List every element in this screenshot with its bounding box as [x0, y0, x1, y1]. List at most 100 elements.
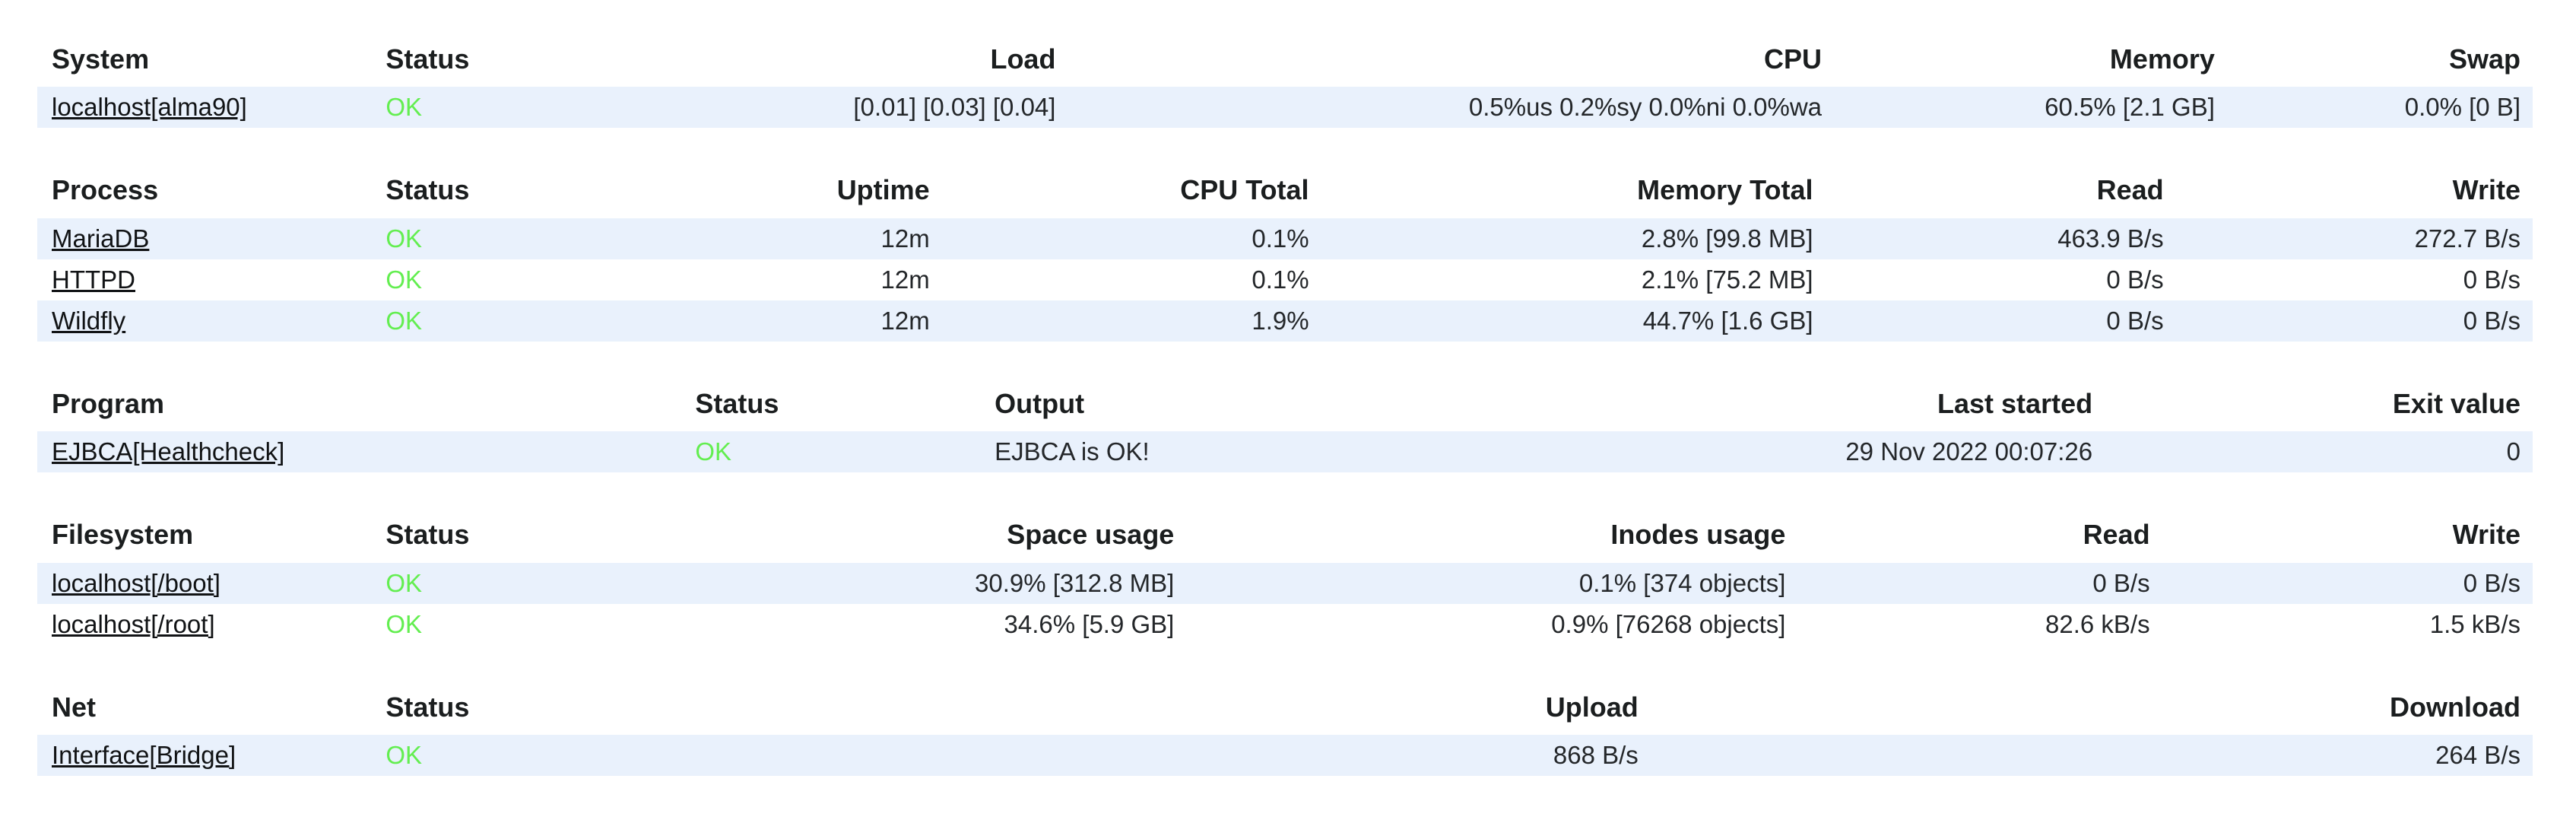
service-link-mariadb[interactable]: MariaDB — [52, 224, 150, 253]
cell-upload: 868 B/s — [1553, 740, 1639, 769]
cell-memory: 60.5% [2.1 GB] — [2045, 93, 2215, 122]
service-link-interface-bridge[interactable]: Interface[Bridge] — [52, 740, 236, 769]
process-column-header-cpu-total: CPU Total — [1180, 174, 1309, 206]
process-column-header-status: Status — [385, 174, 470, 206]
program-column-header-status: Status — [695, 387, 779, 419]
cell-status: OK — [376, 735, 586, 776]
filesystem-column-header-read: Read — [2083, 519, 2150, 551]
process-column-header-uptime: Uptime — [836, 174, 930, 206]
cell-swap: 0.0% [0 B] — [2404, 93, 2520, 122]
cell-memory-total: 2.1% [75.2 MB] — [1641, 265, 1813, 294]
system-column-header-system: System — [52, 43, 150, 75]
cell-write: 0 B/s — [2463, 306, 2520, 335]
net-column-header-net: Net — [52, 691, 97, 723]
cell-space-usage: 34.6% [5.9 GB] — [1004, 609, 1175, 638]
status-text: OK — [385, 93, 423, 122]
filesystem-column-header-inodes-usage: Inodes usage — [1610, 519, 1786, 551]
cell-status: OK — [376, 604, 586, 645]
process-column-header-write: Write — [2452, 174, 2520, 206]
program-column-header-last-started: Last started — [1937, 387, 2093, 419]
cell-exit-value: 0 — [2506, 437, 2520, 466]
cell-system: localhost[alma90] — [37, 87, 376, 128]
cell-process: MariaDB — [37, 218, 376, 259]
system-column-header-memory: Memory — [2109, 43, 2215, 75]
cell-write: 1.5 kB/s — [2429, 609, 2520, 638]
net-header-row: Net Status Upload Download — [37, 658, 2533, 735]
filesystem-header-row: Filesystem Status Space usage Inodes usage R… — [37, 485, 2533, 562]
filesystem-column-header-space-usage: Space usage — [1007, 519, 1175, 551]
program-table: Program Status Output Last started Exit valu… — [37, 354, 2533, 473]
monitoring-dashboard: System Status Load CPU Memory Swap localhost[a… — [37, 10, 2533, 776]
cell-memory-total: 44.7% [1.6 GB] — [1642, 306, 1813, 335]
system-table: System Status Load CPU Memory Swap localhost[a… — [37, 10, 2533, 129]
cell-cpu-total: 0.1% — [1252, 265, 1309, 294]
system-row-localhost-alma90: localhost[alma90] OK [0.01] [0.03] [0.04] 0… — [37, 87, 2533, 129]
cell-inodes-usage: 0.9% [76268 objects] — [1551, 609, 1786, 638]
cell-last-started: 29 Nov 2022 00:07:26 — [1845, 437, 2093, 466]
system-header-row: System Status Load CPU Memory Swap — [37, 10, 2533, 87]
process-header-row: Process Status Uptime CPU Total Memory Total… — [37, 141, 2533, 218]
process-row-wildfly: Wildfly OK 12m 1.9% 44.7% [1.6 GB] 0 B/s 0 B/s — [37, 300, 2533, 342]
filesystem-column-header-write: Write — [2452, 519, 2520, 551]
filesystem-column-header-filesystem: Filesystem — [52, 519, 194, 551]
net-column-header-download: Download — [2390, 691, 2520, 723]
status-text: OK — [385, 609, 423, 638]
filesystem-row-localhost-root: localhost[/root] OK 34.6% [5.9 GB] 0.9% [76… — [37, 603, 2533, 645]
status-text: OK — [385, 568, 423, 597]
cell-status: OK — [376, 87, 586, 128]
cell-inodes-usage: 0.1% [374 objects] — [1578, 568, 1786, 597]
system-column-header-cpu: CPU — [1764, 43, 1823, 75]
net-column-header-status: Status — [385, 691, 470, 723]
cell-write: 0 B/s — [2463, 265, 2520, 294]
filesystem-column-header-status: Status — [385, 519, 470, 551]
system-column-header-swap: Swap — [2448, 43, 2520, 75]
cell-uptime: 12m — [880, 306, 930, 335]
cell-load: [0.01] [0.03] [0.04] — [853, 93, 1056, 122]
cell-write: 0 B/s — [2463, 568, 2520, 597]
cell-cpu-total: 0.1% — [1252, 224, 1309, 253]
process-column-header-memory-total: Memory Total — [1637, 174, 1813, 206]
cell-output: EJBCA is OK! — [995, 437, 1150, 466]
cell-filesystem: localhost[/boot] — [37, 563, 376, 604]
service-link-localhost-alma90[interactable]: localhost[alma90] — [52, 93, 247, 122]
net-row-interface-bridge: Interface[Bridge] OK 868 B/s 264 B/s — [37, 734, 2533, 776]
program-column-header-exit-value: Exit value — [2392, 387, 2520, 419]
cell-status: OK — [376, 300, 586, 342]
cell-net: Interface[Bridge] — [37, 735, 376, 776]
system-column-header-load: Load — [990, 43, 1056, 75]
filesystem-table: Filesystem Status Space usage Inodes usage R… — [37, 485, 2533, 645]
cell-uptime: 12m — [880, 224, 930, 253]
cell-status: OK — [376, 259, 586, 300]
process-row-mariadb: MariaDB OK 12m 0.1% 2.8% [99.8 MB] 463.9 B/s 2… — [37, 218, 2533, 259]
cell-cpu: 0.5%us 0.2%sy 0.0%ni 0.0%wa — [1468, 93, 1823, 122]
service-link-httpd[interactable]: HTTPD — [52, 265, 135, 294]
service-link-ejbca-healthcheck[interactable]: EJBCA[Healthcheck] — [52, 437, 285, 466]
status-text: OK — [385, 306, 423, 335]
service-link-localhost-root[interactable]: localhost[/root] — [52, 609, 215, 638]
service-link-localhost-boot[interactable]: localhost[/boot] — [52, 568, 220, 597]
cell-download: 264 B/s — [2435, 740, 2520, 769]
filesystem-row-localhost-boot: localhost[/boot] OK 30.9% [312.8 MB] 0.1% [… — [37, 562, 2533, 604]
cell-space-usage: 30.9% [312.8 MB] — [975, 568, 1175, 597]
cell-cpu-total: 1.9% — [1252, 306, 1309, 335]
cell-filesystem: localhost[/root] — [37, 604, 376, 645]
status-text: OK — [385, 224, 423, 253]
cell-status: OK — [376, 218, 586, 259]
cell-process: Wildfly — [37, 300, 376, 342]
status-text: OK — [695, 437, 731, 466]
system-column-header-status: Status — [385, 43, 470, 75]
cell-status: OK — [686, 431, 985, 472]
status-text: OK — [385, 265, 423, 294]
net-table: Net Status Upload Download Interface[Bridge]… — [37, 658, 2533, 776]
process-column-header-read: Read — [2096, 174, 2164, 206]
cell-write: 272.7 B/s — [2414, 224, 2520, 253]
cell-read: 82.6 kB/s — [2045, 609, 2150, 638]
status-text: OK — [385, 740, 423, 769]
process-column-header-process: Process — [52, 174, 159, 206]
program-column-header-program: Program — [52, 387, 165, 419]
cell-status: OK — [376, 563, 586, 604]
service-link-wildfly[interactable]: Wildfly — [52, 306, 126, 335]
cell-read: 0 B/s — [2106, 265, 2164, 294]
cell-memory-total: 2.8% [99.8 MB] — [1641, 224, 1813, 253]
cell-uptime: 12m — [880, 265, 930, 294]
